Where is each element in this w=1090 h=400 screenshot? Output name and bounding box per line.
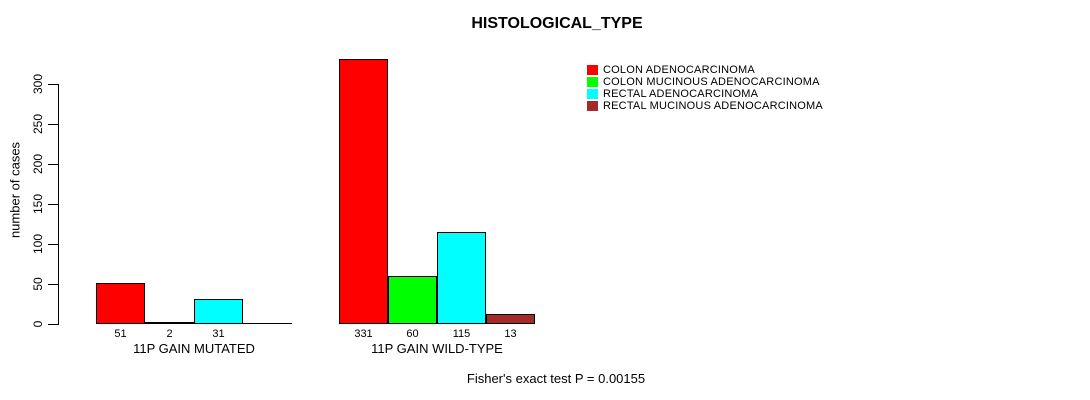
y-tick-label: 300 bbox=[31, 73, 45, 95]
legend-swatch bbox=[587, 77, 598, 87]
bar-colon-mucinous-adenocarcinoma-11p-gain-wild-type bbox=[388, 276, 437, 324]
bar-rectal-mucinous-adenocarcinoma-11p-gain-mutated bbox=[243, 323, 292, 324]
y-tick-label: 0 bbox=[31, 320, 45, 328]
y-tick-label: 150 bbox=[31, 193, 45, 215]
x-group-label-mutated: 11P GAIN MUTATED bbox=[133, 341, 255, 356]
bar-value-label: 51 bbox=[114, 328, 127, 340]
bar-value-label: 331 bbox=[354, 328, 373, 340]
legend-item: COLON ADENOCARCINOMA bbox=[587, 64, 823, 76]
x-group-label-wild-type: 11P GAIN WILD-TYPE bbox=[371, 341, 503, 356]
bar-rectal-adenocarcinoma-11p-gain-mutated bbox=[194, 299, 243, 324]
legend-label: COLON ADENOCARCINOMA bbox=[603, 64, 755, 76]
legend-item: COLON MUCINOUS ADENOCARCINOMA bbox=[587, 76, 823, 88]
bar-rectal-mucinous-adenocarcinoma-11p-gain-wild-type bbox=[486, 314, 535, 324]
legend-swatch bbox=[587, 65, 598, 75]
y-tick-label: 250 bbox=[31, 113, 45, 135]
legend-label: RECTAL MUCINOUS ADENOCARCINOMA bbox=[603, 100, 823, 112]
fisher-test-annotation: Fisher's exact test P = 0.00155 bbox=[466, 371, 646, 386]
y-tick-label: 100 bbox=[31, 233, 45, 255]
bar-colon-adenocarcinoma-11p-gain-wild-type bbox=[339, 59, 388, 324]
y-axis-line bbox=[58, 84, 59, 325]
y-tick-mark bbox=[48, 244, 58, 245]
y-tick-mark bbox=[48, 164, 58, 165]
y-tick-label: 200 bbox=[31, 153, 45, 175]
legend-label: RECTAL ADENOCARCINOMA bbox=[603, 88, 759, 100]
bar-value-label: 115 bbox=[452, 328, 471, 340]
bar-value-label: 13 bbox=[504, 328, 517, 340]
y-tick-label: 50 bbox=[31, 277, 45, 291]
bar-value-label: 2 bbox=[166, 328, 173, 340]
legend-label: COLON MUCINOUS ADENOCARCINOMA bbox=[603, 76, 820, 88]
bar-rectal-adenocarcinoma-11p-gain-wild-type bbox=[437, 232, 486, 324]
bar-value-label: 31 bbox=[212, 328, 225, 340]
legend-swatch bbox=[587, 101, 598, 111]
legend-swatch bbox=[587, 89, 598, 99]
y-axis-title: number of cases bbox=[7, 141, 23, 239]
bar-colon-adenocarcinoma-11p-gain-mutated bbox=[96, 283, 145, 324]
y-tick-mark bbox=[48, 204, 58, 205]
bar-value-label: 60 bbox=[406, 328, 419, 340]
legend: COLON ADENOCARCINOMA COLON MUCINOUS ADENO… bbox=[587, 64, 823, 112]
legend-item: RECTAL ADENOCARCINOMA bbox=[587, 88, 823, 100]
y-tick-mark bbox=[48, 324, 58, 325]
legend-item: RECTAL MUCINOUS ADENOCARCINOMA bbox=[587, 100, 823, 112]
y-tick-mark bbox=[48, 124, 58, 125]
bar-colon-mucinous-adenocarcinoma-11p-gain-mutated bbox=[145, 322, 194, 324]
y-tick-mark bbox=[48, 84, 58, 85]
y-tick-mark bbox=[48, 284, 58, 285]
chart-title: HISTOLOGICAL_TYPE bbox=[471, 15, 643, 32]
